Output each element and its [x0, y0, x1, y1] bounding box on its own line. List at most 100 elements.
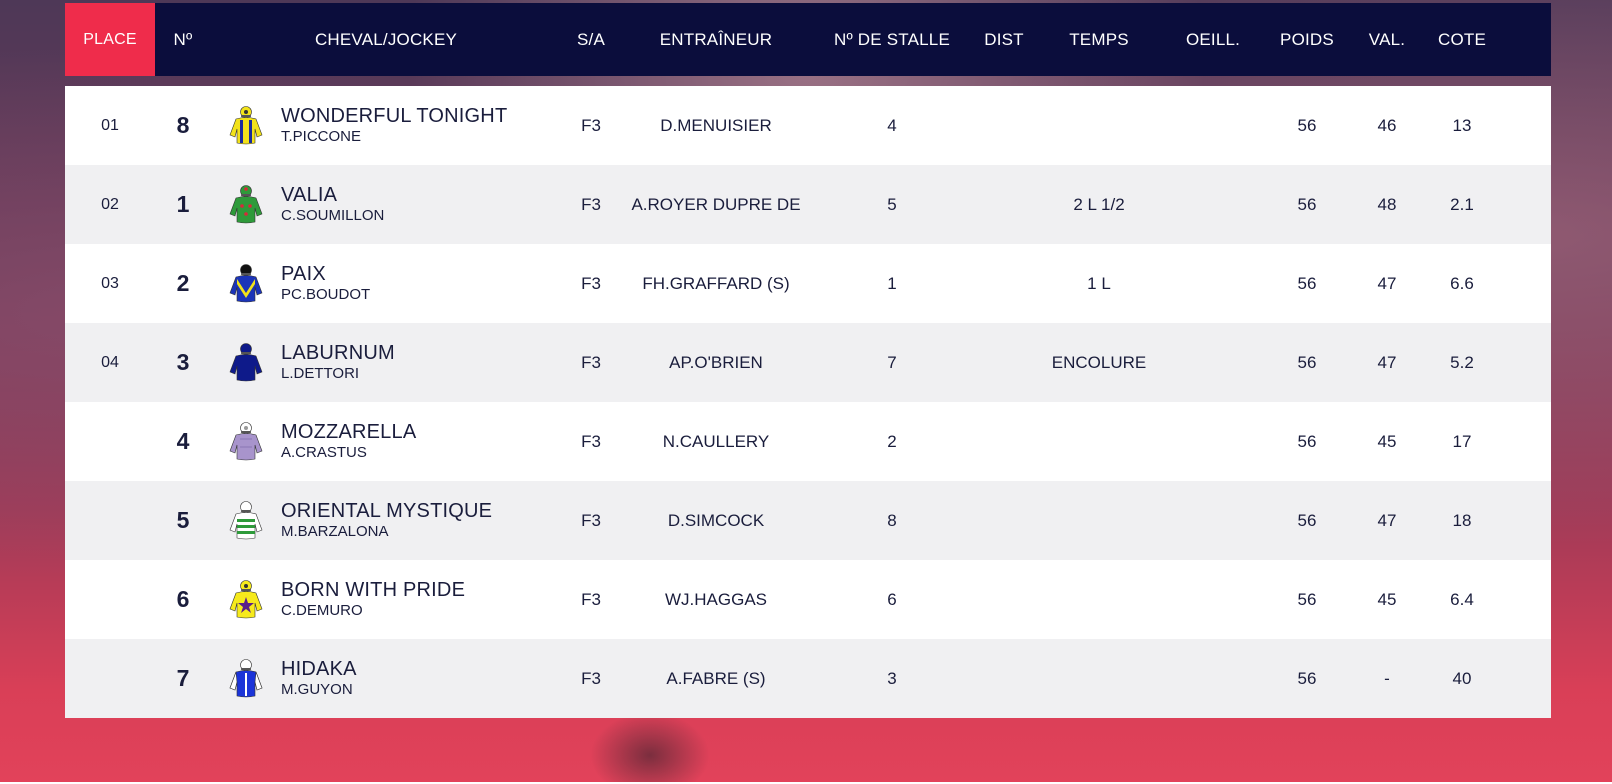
horse-jockey-cell: BORN WITH PRIDE C.DEMURO	[281, 579, 561, 620]
trainer-cell[interactable]: A.ROYER DUPRE DE	[631, 194, 801, 214]
number-cell: 2	[176, 270, 190, 296]
table-row[interactable]: 5 ORIENTAL MYSTIQUE M.BARZALONA F3 D.SIM…	[65, 481, 1551, 560]
horse-jockey-cell: ORIENTAL MYSTIQUE M.BARZALONA	[281, 500, 561, 541]
silk-cell	[211, 579, 281, 621]
horse-name[interactable]: HIDAKA	[281, 658, 357, 680]
jockey-name[interactable]: M.BARZALONA	[281, 523, 389, 540]
header-val[interactable]: VAL.	[1368, 29, 1406, 49]
horse-jockey-cell: PAIX PC.BOUDOT	[281, 263, 561, 304]
silk-green-red-spots-icon	[229, 184, 263, 223]
number-cell: 5	[176, 507, 190, 533]
header-trainer[interactable]: ENTRAÎNEUR	[659, 29, 773, 49]
table-row[interactable]: 7 HIDAKA M.GUYON F3 A.FABRE (S) 3 56 - 4…	[65, 639, 1551, 718]
horse-jockey-cell: MOZZARELLA A.CRASTUS	[281, 421, 561, 462]
sex-age-cell: F3	[581, 510, 601, 530]
place-cell: 02	[101, 195, 119, 213]
jockey-name[interactable]: T.PICCONE	[281, 128, 362, 145]
val-cell: 45	[1377, 589, 1397, 609]
table-row[interactable]: 03 2 PAIX PC.BOUDOT F3 FH.GRAFFARD (S) 1…	[65, 244, 1551, 323]
header-poids[interactable]: POIDS	[1280, 29, 1334, 49]
trainer-cell[interactable]: N.CAULLERY	[662, 431, 770, 451]
header-num[interactable]: Nº	[173, 29, 193, 49]
sex-age-cell: F3	[581, 589, 601, 609]
jockey-name[interactable]: C.SOUMILLON	[281, 207, 385, 224]
poids-cell: 56	[1297, 510, 1317, 530]
silk-blue-white-sleeves-icon	[229, 658, 263, 697]
poids-cell: 56	[1297, 668, 1317, 688]
table-row[interactable]: 6 BORN WITH PRIDE C.DEMURO F3 WJ.HAGGAS …	[65, 560, 1551, 639]
cote-cell: 18	[1452, 510, 1472, 530]
poids-cell: 56	[1297, 194, 1317, 214]
horse-jockey-cell: LABURNUM L.DETTORI	[281, 342, 561, 383]
trainer-cell[interactable]: WJ.HAGGAS	[664, 589, 767, 609]
silk-cell	[211, 658, 281, 700]
horse-name[interactable]: BORN WITH PRIDE	[281, 579, 466, 601]
trainer-cell[interactable]: A.FABRE (S)	[666, 668, 766, 688]
trainer-cell[interactable]: FH.GRAFFARD (S)	[642, 273, 790, 293]
jockey-name[interactable]: M.GUYON	[281, 681, 353, 698]
trainer-cell[interactable]: D.MENUISIER	[660, 115, 772, 135]
table-row[interactable]: 01 8 WONDERFUL TONIGHT T.PICCONE F3 D.ME…	[65, 86, 1551, 165]
horse-name[interactable]: LABURNUM	[281, 342, 395, 364]
cote-cell: 40	[1452, 668, 1472, 688]
stall-cell: 8	[887, 510, 897, 530]
header-place[interactable]: PLACE	[65, 3, 155, 76]
jockey-name[interactable]: C.DEMURO	[281, 602, 363, 619]
cote-cell: 6.4	[1450, 589, 1474, 609]
cote-cell: 13	[1452, 115, 1472, 135]
sex-age-cell: F3	[581, 115, 601, 135]
header-stall[interactable]: Nº DE STALLE	[834, 29, 950, 49]
place-cell: 01	[101, 116, 119, 134]
trainer-cell[interactable]: AP.O'BRIEN	[669, 352, 763, 372]
temps-cell: 2 L 1/2	[1073, 194, 1125, 214]
silk-cell	[211, 500, 281, 542]
header-horse-jockey[interactable]: CHEVAL/JOCKEY	[314, 29, 458, 49]
silk-cell	[211, 105, 281, 147]
number-cell: 4	[176, 428, 190, 454]
header-cote[interactable]: COTE	[1437, 29, 1487, 49]
horse-jockey-cell: VALIA C.SOUMILLON	[281, 184, 561, 225]
silk-white-green-hoops-icon	[229, 500, 263, 539]
trainer-cell[interactable]: D.SIMCOCK	[667, 510, 765, 530]
header-dist[interactable]: DIST	[984, 29, 1024, 49]
silk-yellow-purple-star-icon	[229, 579, 263, 618]
sex-age-cell: F3	[581, 668, 601, 688]
sex-age-cell: F3	[581, 194, 601, 214]
jockey-name[interactable]: A.CRASTUS	[281, 444, 367, 461]
table-row[interactable]: 02 1 VALIA C.SOUMILLON F3 A.ROYER DUPRE …	[65, 165, 1551, 244]
horse-name[interactable]: ORIENTAL MYSTIQUE	[281, 500, 493, 522]
silk-yellow-blue-stripes-icon	[229, 105, 263, 144]
silk-dark-blue-icon	[229, 342, 263, 381]
horse-jockey-cell: HIDAKA M.GUYON	[281, 658, 561, 699]
stall-cell: 7	[887, 352, 897, 372]
bottom-divider	[0, 782, 1612, 784]
horse-jockey-cell: WONDERFUL TONIGHT T.PICCONE	[281, 105, 561, 146]
stall-cell: 3	[887, 668, 897, 688]
val-cell: 48	[1377, 194, 1397, 214]
silk-blue-yellow-chevron-icon	[229, 263, 263, 302]
stall-cell: 5	[887, 194, 897, 214]
header-sa[interactable]: S/A	[576, 29, 605, 49]
poids-cell: 56	[1297, 589, 1317, 609]
temps-cell: 1 L	[1087, 273, 1111, 293]
horse-name[interactable]: MOZZARELLA	[281, 421, 417, 443]
stall-cell: 4	[887, 115, 897, 135]
place-cell: 04	[101, 353, 119, 371]
val-cell: 47	[1377, 510, 1397, 530]
sex-age-cell: F3	[581, 352, 601, 372]
horse-name[interactable]: WONDERFUL TONIGHT	[281, 105, 508, 127]
val-cell: 46	[1377, 115, 1397, 135]
header-temps[interactable]: TEMPS	[1069, 29, 1129, 49]
jockey-name[interactable]: PC.BOUDOT	[281, 286, 371, 303]
stall-cell: 1	[887, 273, 897, 293]
silk-lilac-icon	[229, 421, 263, 460]
table-row[interactable]: 04 3 LABURNUM L.DETTORI F3 AP.O'BRIEN 7 …	[65, 323, 1551, 402]
horse-name[interactable]: PAIX	[281, 263, 326, 285]
table-row[interactable]: 4 MOZZARELLA A.CRASTUS F3 N.CAULLERY 2 5…	[65, 402, 1551, 481]
horse-name[interactable]: VALIA	[281, 184, 338, 206]
number-cell: 3	[176, 349, 190, 375]
poids-cell: 56	[1297, 431, 1317, 451]
jockey-name[interactable]: L.DETTORI	[281, 365, 360, 382]
silk-cell	[211, 263, 281, 305]
header-oeill[interactable]: OEILL.	[1185, 29, 1241, 49]
